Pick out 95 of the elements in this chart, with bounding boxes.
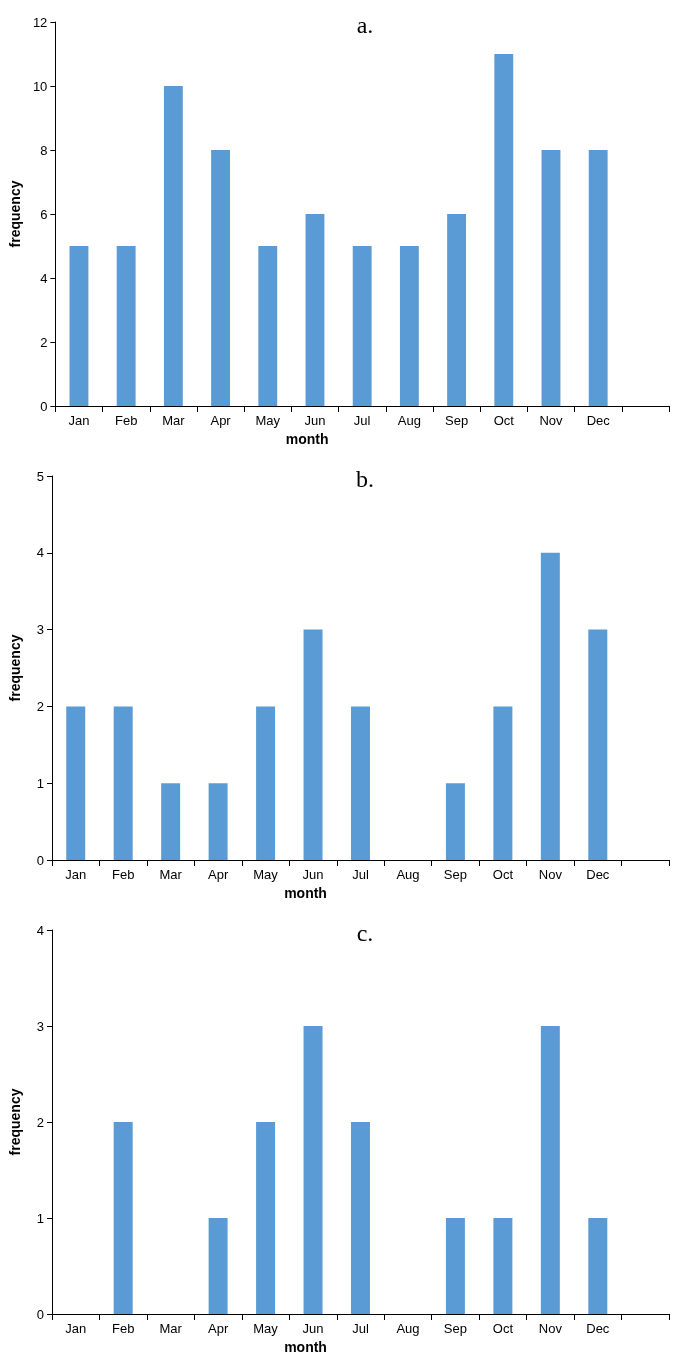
x-tick-label: Apr [210,413,232,428]
y-tick-label: 4 [40,270,48,286]
y-tick-label: 3 [36,622,44,638]
bar [540,1026,560,1314]
y-axis-title: frequency [7,634,23,702]
bar [541,150,561,406]
bar [258,246,278,406]
x-tick-label: Mar [159,867,183,882]
y-tick-label: 2 [36,1114,44,1130]
x-tick-label: Mar [162,413,186,428]
bar [493,706,513,860]
y-tick-label: 4 [36,922,44,938]
y-tick-label: 4 [36,545,44,561]
x-tick-label: Feb [114,413,138,428]
y-tick-label: 8 [40,142,48,158]
x-tick-label: May [253,867,279,882]
bar [161,783,181,860]
x-tick-label: Jan [65,1321,87,1336]
x-tick-label: Nov [538,867,563,882]
chart-title: b. [356,466,374,492]
y-tick-label: 0 [36,1306,44,1322]
bar [445,783,465,860]
x-axis-title: month [284,885,327,901]
x-tick-label: Nov [539,413,564,428]
y-tick-label: 12 [32,14,48,30]
x-tick-label: Dec [586,1321,610,1336]
x-tick-label: Apr [208,1321,229,1336]
bar [352,246,372,406]
bar [351,706,370,860]
x-tick-label: Feb [111,1321,135,1336]
bar [588,1218,608,1314]
y-tick-label: 2 [36,698,44,714]
bar [303,629,323,860]
bar [540,552,560,860]
x-tick-label: Oct [492,867,514,882]
bar [588,629,608,860]
y-tick-label: 2 [40,334,48,350]
x-tick-label: Dec [586,413,611,428]
y-tick-label: 0 [40,398,48,414]
x-tick-label: Jul [353,413,371,428]
x-tick-label: Sep [445,413,469,428]
bar [447,214,467,406]
x-tick-label: Feb [111,867,135,882]
x-tick-label: Nov [538,1321,563,1336]
y-tick-label: 1 [36,775,44,791]
x-tick-label: May [253,1321,279,1336]
bar [211,150,231,406]
x-tick-label: Jul [352,867,369,882]
x-tick-label: Jun [304,413,326,428]
bar [399,246,419,406]
y-tick-label: 6 [40,206,48,222]
chart-title: c. [356,920,374,946]
bar [116,246,136,406]
bar [494,54,514,406]
y-tick-label: 1 [36,1210,44,1226]
bar [256,1122,276,1314]
bar [351,1122,370,1314]
chart-title: a. [356,12,374,38]
x-tick-label: Jan [65,867,87,882]
x-tick-label: Aug [396,1321,420,1336]
bar [305,214,325,406]
x-tick-label: Oct [493,413,515,428]
x-tick-label: Dec [586,867,610,882]
bar [208,783,228,860]
bar [163,86,183,406]
y-tick-label: 3 [36,1018,44,1034]
bar [493,1218,513,1314]
y-axis-title: frequency [7,180,23,248]
y-tick-label: 10 [32,78,48,94]
x-tick-label: Aug [396,867,420,882]
x-tick-label: Apr [208,867,229,882]
bar [588,150,608,406]
bar [69,246,89,406]
bar [256,706,276,860]
bar [445,1218,465,1314]
bar [303,1026,323,1314]
x-tick-label: Oct [492,1321,514,1336]
y-tick-label: 5 [36,468,44,484]
bar [66,706,86,860]
x-tick-label: Jan [68,413,90,428]
x-tick-label: Jun [302,1321,324,1336]
bar [113,1122,133,1314]
y-tick-label: 0 [36,852,44,868]
y-axis-title: frequency [7,1088,23,1156]
x-tick-label: Aug [397,413,421,428]
x-tick-label: May [255,413,281,428]
bar [113,706,133,860]
x-tick-label: Sep [443,1321,467,1336]
bar [208,1218,228,1314]
x-tick-label: Jul [352,1321,369,1336]
x-axis-title: month [285,431,329,447]
x-tick-label: Mar [159,1321,183,1336]
x-axis-title: month [284,1339,327,1355]
x-tick-label: Sep [443,867,467,882]
x-tick-label: Jun [302,867,324,882]
